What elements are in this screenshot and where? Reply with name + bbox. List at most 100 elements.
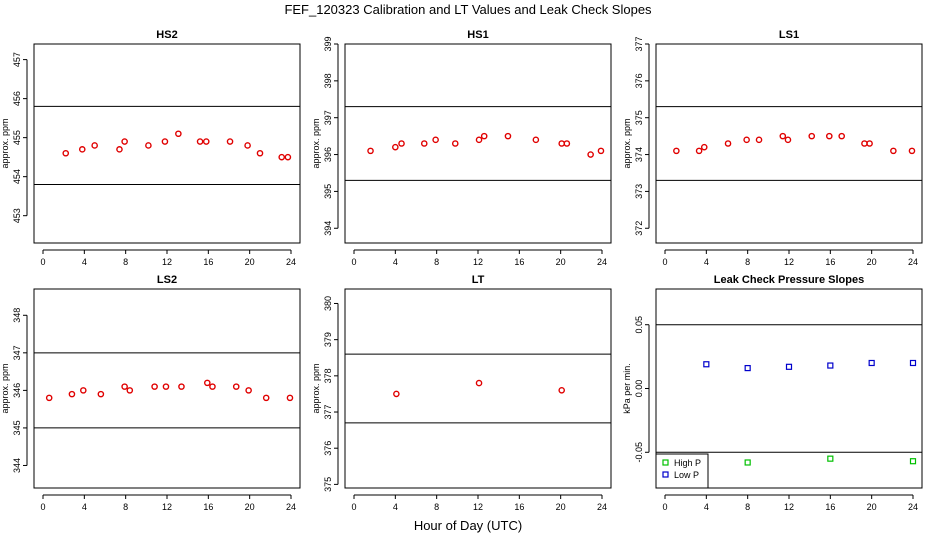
data-point	[558, 387, 566, 394]
data-point	[908, 147, 916, 155]
y-tick-label: 376	[323, 441, 333, 456]
x-tick-label: 20	[245, 257, 255, 267]
panel-title: Leak Check Pressure Slopes	[714, 274, 864, 286]
y-tick-label: 346	[12, 383, 22, 398]
data-point	[866, 140, 873, 147]
data-point	[392, 143, 399, 151]
x-tick-label: 8	[123, 502, 128, 512]
x-tick-label: 24	[286, 502, 296, 512]
data-point	[475, 136, 483, 144]
x-tick-label: 12	[784, 257, 794, 267]
data-point	[244, 142, 251, 149]
data-point	[784, 136, 792, 144]
legend: High P Low P	[655, 453, 709, 489]
x-tick-label: 8	[745, 257, 750, 267]
y-axis-label: approx. ppm	[311, 363, 321, 413]
y-tick-label: -0.05	[634, 442, 644, 463]
data-point	[232, 383, 240, 390]
data-point	[121, 138, 128, 145]
x-tick-label: 24	[908, 257, 918, 267]
data-point	[175, 130, 182, 138]
x-tick-label: 20	[556, 257, 566, 267]
data-point	[597, 147, 605, 155]
panel-title: LS2	[157, 274, 177, 286]
data-point	[587, 151, 594, 158]
legend-label: High P	[674, 458, 701, 468]
y-tick-label: 394	[323, 221, 333, 236]
data-point	[909, 359, 917, 367]
y-tick-label: 455	[12, 130, 22, 145]
y-tick-label: 375	[323, 477, 333, 492]
x-tick-label: 4	[82, 257, 87, 267]
y-tick-label: 345	[12, 420, 22, 435]
data-point	[890, 147, 897, 155]
y-axis-label: approx. ppm	[311, 118, 321, 168]
x-tick-label: 24	[597, 502, 607, 512]
x-tick-label: 12	[784, 502, 794, 512]
data-point	[203, 379, 211, 387]
data-point	[398, 140, 405, 147]
y-tick-label: 375	[634, 110, 644, 125]
x-tick-label: 16	[825, 502, 835, 512]
data-point	[909, 458, 917, 465]
page-title: FEF_120323 Calibration and LT Values and…	[284, 2, 652, 17]
y-tick-label: 453	[12, 208, 22, 223]
y-tick-label: 348	[12, 308, 22, 323]
data-point	[744, 364, 751, 372]
x-tick-label: 24	[908, 502, 918, 512]
x-tick-label: 4	[393, 502, 398, 512]
x-tick-label: 8	[745, 502, 750, 512]
data-point	[245, 387, 252, 394]
x-tick-label: 0	[40, 257, 45, 267]
data-point	[827, 362, 834, 369]
data-point	[695, 147, 703, 155]
y-tick-label: 378	[323, 368, 333, 383]
x-tick-label: 16	[203, 502, 213, 512]
x-tick-label: 4	[704, 257, 709, 267]
x-tick-label: 0	[662, 257, 667, 267]
data-point	[504, 132, 512, 140]
y-tick-label: 379	[323, 332, 333, 347]
plot-frame	[33, 43, 301, 244]
x-tick-label: 4	[393, 257, 398, 267]
y-axis-label: kPa per min.	[622, 363, 632, 414]
data-point	[432, 136, 439, 144]
data-point	[209, 383, 216, 390]
x-tick-label: 0	[351, 257, 356, 267]
panel-title: HS2	[156, 29, 177, 41]
data-point	[480, 132, 488, 140]
data-point	[451, 140, 459, 147]
data-point	[202, 138, 210, 145]
data-point	[703, 361, 710, 368]
data-point	[861, 140, 868, 147]
y-tick-label: 397	[323, 110, 333, 125]
x-tick-label: 20	[245, 502, 255, 512]
data-point	[278, 153, 286, 161]
x-tick-label: 4	[82, 502, 87, 512]
data-point	[226, 138, 234, 145]
data-point	[62, 149, 70, 157]
data-point	[724, 140, 732, 147]
x-tick-label: 16	[203, 257, 213, 267]
panel-1: HS2 0 4 8 12 16 20 24 453 454 455 456 457 approx. ppm	[0, 29, 301, 267]
data-point	[45, 394, 53, 402]
data-point	[755, 136, 763, 144]
data-point	[743, 136, 750, 144]
x-tick-label: 0	[351, 502, 356, 512]
data-point	[97, 390, 105, 398]
y-tick-label: 456	[12, 91, 22, 106]
y-tick-label: 372	[634, 221, 644, 236]
x-tick-label: 0	[40, 502, 45, 512]
panel-2: HS1 0 4 8 12 16 20 24 394 395 396 397 398 399 approx. …	[311, 29, 612, 267]
legend-marker	[662, 459, 669, 466]
data-point	[162, 383, 170, 390]
data-point	[68, 390, 76, 398]
y-axis-label: approx. ppm	[622, 118, 632, 168]
y-tick-label: 457	[12, 52, 22, 67]
x-tick-label: 12	[162, 502, 172, 512]
y-axis-label: approx. ppm	[0, 363, 10, 413]
data-point	[161, 138, 169, 145]
data-point	[475, 379, 483, 387]
data-point	[116, 146, 123, 153]
x-tick-label: 20	[867, 257, 877, 267]
